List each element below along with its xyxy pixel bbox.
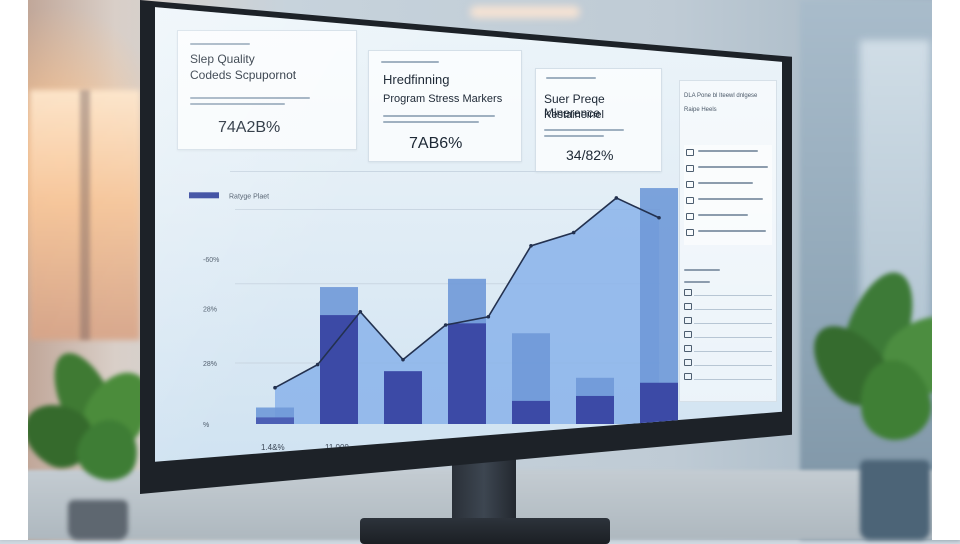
list-text xyxy=(698,230,766,232)
plant-left xyxy=(12,343,164,540)
table-row[interactable] xyxy=(694,309,772,310)
list-icon xyxy=(686,149,694,156)
card-value: 34/82% xyxy=(566,147,614,163)
y-tick-label: 28% xyxy=(203,307,217,314)
card-caption-line xyxy=(381,61,439,63)
card-subtext-line xyxy=(383,115,495,117)
list-icon xyxy=(686,197,694,204)
list-icon xyxy=(686,229,694,236)
list-text xyxy=(698,166,768,168)
card-title-line1: Slep Quality xyxy=(190,52,255,66)
list-icon xyxy=(686,213,694,220)
bar-dark xyxy=(512,400,550,424)
trend-line xyxy=(274,197,660,389)
legend-label: Ratyge Plaet xyxy=(229,193,269,200)
list-icon xyxy=(686,165,694,172)
table-row[interactable] xyxy=(694,351,772,352)
window-frame xyxy=(80,90,90,340)
bar-dark xyxy=(384,371,422,424)
side-panel-list xyxy=(684,145,772,245)
side-section-label xyxy=(684,281,710,283)
row-icon xyxy=(684,345,692,352)
card-title-line1: Hredfinning xyxy=(383,72,450,87)
card-title-line2: Codeds Scpupornot xyxy=(190,68,297,82)
image-border-right xyxy=(932,0,960,540)
plant-right xyxy=(798,263,960,540)
row-icon xyxy=(684,303,692,310)
table-row[interactable] xyxy=(694,365,772,366)
ceiling-light xyxy=(470,6,580,18)
side-panel-subheader: Raipe Heels xyxy=(684,107,717,113)
card-title-line2: Kestaineinel xyxy=(544,109,604,121)
table-row[interactable] xyxy=(694,295,772,296)
list-text xyxy=(698,182,753,184)
list-text xyxy=(698,214,748,216)
card-value: 74A2B% xyxy=(218,119,281,136)
monitor-base xyxy=(360,518,610,544)
trend-point xyxy=(571,230,576,235)
metric-card-sleep[interactable]: Slep Quality Codeds Scpupornot 74A2B% xyxy=(177,30,357,150)
bar-dark xyxy=(640,382,678,424)
trend-point xyxy=(486,314,491,319)
image-border-left xyxy=(0,0,28,540)
bar-dark xyxy=(448,323,486,424)
table-row[interactable] xyxy=(694,379,772,380)
x-tick-label: 1.4&% xyxy=(261,443,285,452)
card-subtext-line xyxy=(383,121,479,123)
card-subtext-line xyxy=(190,103,285,105)
side-section-label xyxy=(684,269,720,271)
card-subtext-line xyxy=(190,97,310,99)
row-icon xyxy=(684,373,692,380)
monitor-screen: Slep Quality Codeds Scpupornot 74A2B% Hr… xyxy=(155,7,782,462)
card-subtext-line xyxy=(544,129,624,131)
window-light xyxy=(30,90,140,340)
trend-point xyxy=(358,310,363,314)
trend-point xyxy=(401,357,405,362)
side-panel-header: DLA Pone bl Iteewl dnlgese xyxy=(684,93,758,99)
bar-dark xyxy=(256,417,294,424)
y-tick-label: % xyxy=(203,422,209,429)
legend-swatch xyxy=(189,192,219,199)
list-text xyxy=(698,150,758,152)
trend-point xyxy=(657,215,661,220)
card-caption-line xyxy=(190,43,250,45)
y-tick-label: 28% xyxy=(203,361,217,368)
card-title-line2: Program Stress Markers xyxy=(383,93,503,105)
trend-point xyxy=(614,196,619,200)
table-row[interactable] xyxy=(694,323,772,324)
row-icon xyxy=(684,289,692,296)
metric-card-mindfulness[interactable]: Suer Preqe Minerence Kestaineinel 34/82% xyxy=(535,68,662,172)
table-row[interactable] xyxy=(694,337,772,338)
bar-dark xyxy=(576,395,614,424)
row-icon xyxy=(684,359,692,366)
bar-dark xyxy=(320,315,358,424)
card-value: 7AB6% xyxy=(409,135,463,152)
trend-point xyxy=(273,385,277,390)
card-title-line1: Suer Preqe Minerence xyxy=(544,92,605,120)
card-caption-line xyxy=(546,77,596,79)
side-panel: DLA Pone bl Iteewl dnlgese Raipe Heels xyxy=(679,80,777,402)
row-icon xyxy=(684,317,692,324)
trend-point xyxy=(443,323,448,327)
y-tick-label: -60% xyxy=(203,257,219,264)
list-text xyxy=(698,198,763,200)
trend-point xyxy=(529,244,533,248)
row-icon xyxy=(684,331,692,338)
metric-card-stress[interactable]: Hredfinning Program Stress Markers 7AB6% xyxy=(368,50,522,162)
card-subtext-line xyxy=(544,135,604,137)
list-icon xyxy=(686,181,694,188)
trend-point xyxy=(315,362,320,367)
area-fill xyxy=(275,197,659,424)
